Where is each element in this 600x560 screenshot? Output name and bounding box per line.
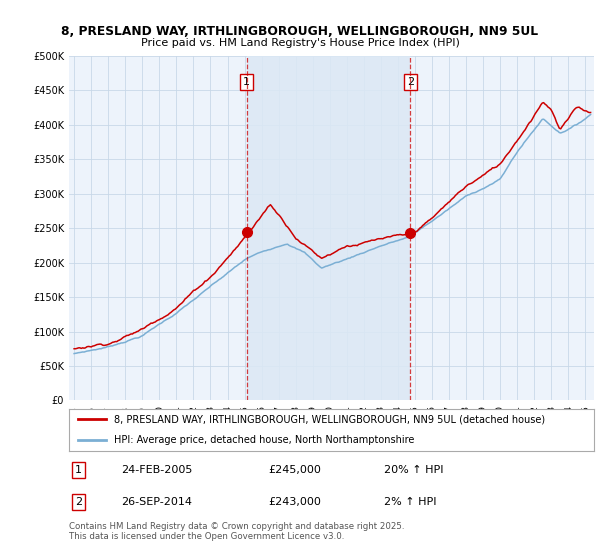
Bar (247, 56, 410, 400)
Text: £245,000: £245,000 (269, 465, 322, 475)
Text: 1: 1 (75, 465, 82, 475)
Text: 2: 2 (407, 77, 414, 87)
Text: 20% ↑ HPI: 20% ↑ HPI (384, 465, 443, 475)
Text: 2% ↑ HPI: 2% ↑ HPI (384, 497, 437, 507)
Text: 8, PRESLAND WAY, IRTHLINGBOROUGH, WELLINGBOROUGH, NN9 5UL (detached house): 8, PRESLAND WAY, IRTHLINGBOROUGH, WELLIN… (113, 414, 545, 424)
Text: £243,000: £243,000 (269, 497, 322, 507)
Text: Contains HM Land Registry data © Crown copyright and database right 2025.
This d: Contains HM Land Registry data © Crown c… (69, 522, 404, 542)
Text: Price paid vs. HM Land Registry's House Price Index (HPI): Price paid vs. HM Land Registry's House … (140, 38, 460, 48)
Text: 8, PRESLAND WAY, IRTHLINGBOROUGH, WELLINGBOROUGH, NN9 5UL: 8, PRESLAND WAY, IRTHLINGBOROUGH, WELLIN… (61, 25, 539, 38)
Text: 2: 2 (75, 497, 82, 507)
Text: 24-FEB-2005: 24-FEB-2005 (121, 465, 193, 475)
Text: HPI: Average price, detached house, North Northamptonshire: HPI: Average price, detached house, Nort… (113, 435, 414, 445)
Text: 26-SEP-2014: 26-SEP-2014 (121, 497, 193, 507)
Text: 1: 1 (243, 77, 250, 87)
